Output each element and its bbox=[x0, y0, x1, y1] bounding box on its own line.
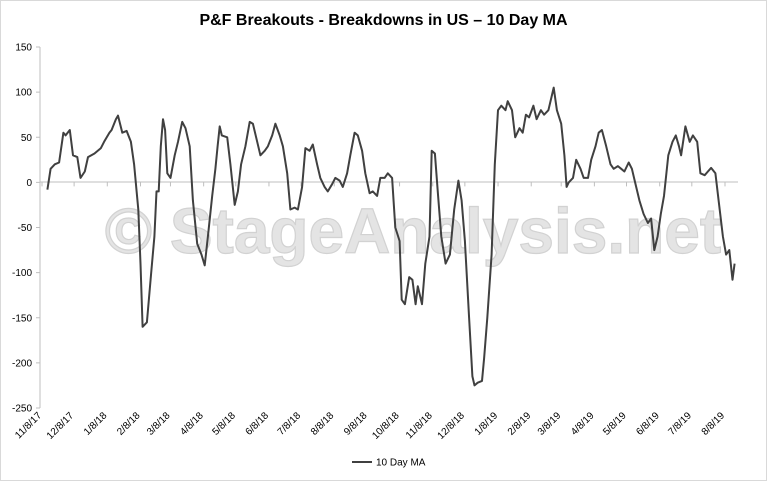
y-tick-label: 100 bbox=[15, 88, 32, 99]
y-tick-label: -250 bbox=[12, 404, 32, 415]
x-tick-label: 3/8/18 bbox=[145, 410, 173, 438]
watermark-text: © StageAnalysis.net bbox=[105, 195, 721, 267]
x-tick-label: 2/8/19 bbox=[506, 410, 534, 438]
x-tick-label: 5/8/19 bbox=[601, 410, 629, 438]
x-tick-label: 1/8/19 bbox=[473, 410, 501, 438]
x-tick-label: 1/8/18 bbox=[82, 410, 110, 438]
y-tick-label: 150 bbox=[15, 43, 32, 54]
x-tick-label: 11/8/17 bbox=[13, 410, 44, 441]
x-tick-label: 8/8/18 bbox=[309, 410, 337, 438]
y-tick-label: -100 bbox=[12, 268, 32, 279]
x-tick-label: 2/8/18 bbox=[115, 410, 143, 438]
x-tick-label: 12/8/18 bbox=[436, 410, 468, 442]
x-tick-label: 12/8/17 bbox=[45, 410, 77, 442]
x-tick-label: 4/8/18 bbox=[178, 410, 206, 438]
y-tick-label: 50 bbox=[21, 133, 33, 144]
x-tick-label: 5/8/18 bbox=[210, 410, 238, 438]
x-tick-label: 7/8/19 bbox=[666, 410, 694, 438]
x-tick-label: 11/8/18 bbox=[404, 410, 435, 441]
x-tick-label: 6/8/18 bbox=[244, 410, 272, 438]
y-tick-label: -50 bbox=[18, 223, 33, 234]
x-tick-label: 9/8/18 bbox=[342, 410, 370, 438]
x-tick-label: 10/8/18 bbox=[370, 410, 402, 442]
x-tick-label: 6/8/19 bbox=[634, 410, 662, 438]
x-tick-label: 4/8/19 bbox=[569, 410, 597, 438]
y-tick-group: 150 100 50 0 -50 -100 -150 -200 -250 bbox=[12, 43, 40, 415]
legend-label: 10 Day MA bbox=[376, 458, 426, 469]
y-tick-label: 0 bbox=[26, 178, 32, 189]
x-tick-label: 7/8/18 bbox=[276, 410, 304, 438]
y-tick-label: -200 bbox=[12, 358, 32, 369]
y-tick-label: -150 bbox=[12, 313, 32, 324]
x-tick-label: 8/8/19 bbox=[700, 410, 728, 438]
x-tick-label: 3/8/19 bbox=[536, 410, 564, 438]
series-line-10-day-ma bbox=[46, 86, 736, 387]
chart-title: P&F Breakouts - Breakdowns in US – 10 Da… bbox=[199, 12, 568, 29]
